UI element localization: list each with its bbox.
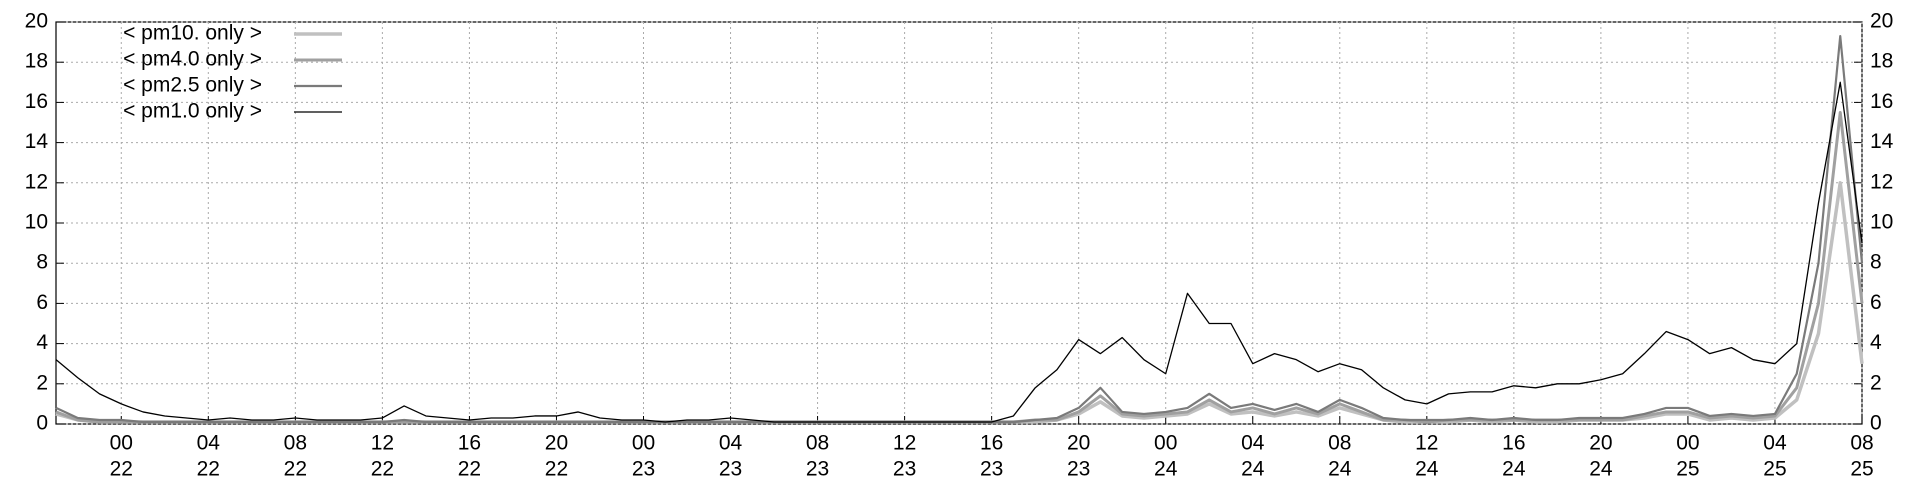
x-tick-label: 22 [110, 458, 133, 480]
x-tick-label: 16 [458, 432, 481, 455]
y2-tick-label: 8 [1870, 251, 1882, 274]
x-tick-label: 08 [284, 432, 307, 455]
x-tick-label: 24 [1328, 458, 1352, 480]
x-tick-label: 24 [1415, 458, 1439, 480]
y2-tick-label: 2 [1870, 371, 1882, 394]
x-tick-label: 24 [1502, 458, 1526, 480]
x-tick-label: 12 [893, 432, 916, 455]
x-tick-label: 23 [980, 458, 1003, 480]
x-tick-label: 08 [1850, 432, 1873, 455]
x-tick-label: 20 [1067, 432, 1090, 455]
x-tick-label: 04 [1241, 432, 1265, 455]
x-tick-label: 25 [1850, 458, 1873, 480]
y-tick-label: 0 [36, 412, 48, 435]
x-tick-label: 04 [719, 432, 743, 455]
y2-tick-label: 10 [1870, 211, 1893, 234]
x-tick-label: 23 [719, 458, 742, 480]
x-tick-label: 12 [371, 432, 394, 455]
x-tick-label: 22 [545, 458, 568, 480]
x-tick-label: 00 [1154, 432, 1177, 455]
y2-tick-label: 18 [1870, 50, 1893, 73]
x-tick-label: 16 [1502, 432, 1525, 455]
x-tick-label: 25 [1676, 458, 1699, 480]
x-tick-label: 04 [197, 432, 221, 455]
series-line [55, 110, 1864, 424]
y2-tick-label: 4 [1870, 331, 1882, 354]
legend-label: < pm1.0 only > [123, 100, 262, 123]
x-tick-label: 24 [1154, 458, 1178, 480]
x-tick-label: 23 [806, 458, 829, 480]
x-tick-label: 08 [1328, 432, 1351, 455]
y-tick-label: 18 [25, 50, 48, 73]
y2-tick-label: 14 [1870, 130, 1894, 153]
y2-tick-label: 0 [1870, 412, 1882, 435]
legend-label: < pm2.5 only > [123, 74, 262, 97]
y-tick-label: 10 [25, 211, 48, 234]
x-tick-label: 23 [893, 458, 916, 480]
x-tick-label: 24 [1241, 458, 1265, 480]
y-tick-label: 2 [36, 371, 48, 394]
x-tick-label: 25 [1763, 458, 1786, 480]
x-tick-label: 16 [980, 432, 1003, 455]
legend-label: < pm4.0 only > [123, 48, 262, 71]
y2-tick-label: 20 [1870, 10, 1893, 33]
y-tick-label: 6 [36, 291, 48, 314]
x-tick-label: 20 [1589, 432, 1612, 455]
series-line [55, 34, 1864, 424]
y2-tick-label: 16 [1870, 90, 1893, 113]
y-tick-label: 4 [36, 331, 48, 354]
x-tick-label: 22 [458, 458, 481, 480]
x-tick-label: 00 [110, 432, 133, 455]
y-tick-label: 12 [25, 170, 48, 193]
legend-label: < pm10. only > [123, 22, 262, 45]
y2-tick-label: 6 [1870, 291, 1882, 314]
y2-tick-label: 12 [1870, 170, 1893, 193]
x-tick-label: 22 [284, 458, 307, 480]
y-tick-label: 20 [25, 10, 48, 33]
series-line [55, 181, 1864, 424]
x-tick-label: 22 [197, 458, 220, 480]
y-tick-label: 14 [25, 130, 49, 153]
x-tick-label: 12 [1415, 432, 1438, 455]
x-tick-label: 00 [1676, 432, 1699, 455]
x-tick-label: 20 [545, 432, 568, 455]
series-line [55, 81, 1863, 423]
x-tick-label: 24 [1589, 458, 1613, 480]
x-tick-label: 00 [632, 432, 655, 455]
x-tick-label: 23 [632, 458, 655, 480]
y-tick-label: 8 [36, 251, 48, 274]
x-tick-label: 08 [806, 432, 829, 455]
x-tick-label: 23 [1067, 458, 1090, 480]
x-tick-label: 04 [1763, 432, 1787, 455]
y-tick-label: 16 [25, 90, 48, 113]
x-tick-label: 22 [371, 458, 394, 480]
